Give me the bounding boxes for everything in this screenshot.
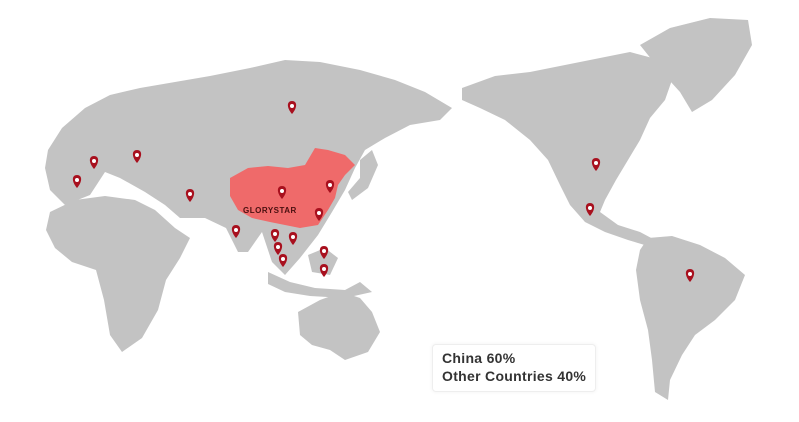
borneo (308, 248, 338, 275)
pins-layer (72, 101, 695, 282)
map-pin-icon (278, 254, 288, 267)
china-highlight (230, 148, 355, 228)
indonesia (268, 272, 372, 298)
map-pin-icon (287, 101, 297, 114)
map-pin-icon (132, 150, 142, 163)
map-pin-icon (685, 269, 695, 282)
map-pin-icon (288, 232, 298, 245)
legend-china: China 60% (442, 350, 516, 366)
map-pin-icon (277, 186, 287, 199)
map-pin-icon (231, 225, 241, 238)
map-pin-icon (72, 175, 82, 188)
legend-box: China 60% Other Countries 40% (432, 344, 596, 392)
legend-other: Other Countries 40% (442, 368, 587, 384)
japan (348, 150, 378, 200)
map-pin-icon (319, 246, 329, 259)
map-pin-icon (270, 229, 280, 242)
map-pin-icon (314, 208, 324, 221)
map-pin-icon (591, 158, 601, 171)
africa (46, 196, 190, 352)
eurasia (45, 60, 452, 275)
map-pin-icon (585, 203, 595, 216)
map-pin-icon (273, 242, 283, 255)
south-america (636, 236, 745, 400)
uk (60, 128, 74, 152)
map-pin-icon (319, 264, 329, 277)
greenland (640, 18, 752, 112)
map-pin-icon (89, 156, 99, 169)
australia (298, 292, 380, 360)
brand-label: GLORYSTAR (243, 206, 297, 215)
map-pin-icon (185, 189, 195, 202)
map-pin-icon (325, 180, 335, 193)
north-america (462, 52, 672, 246)
